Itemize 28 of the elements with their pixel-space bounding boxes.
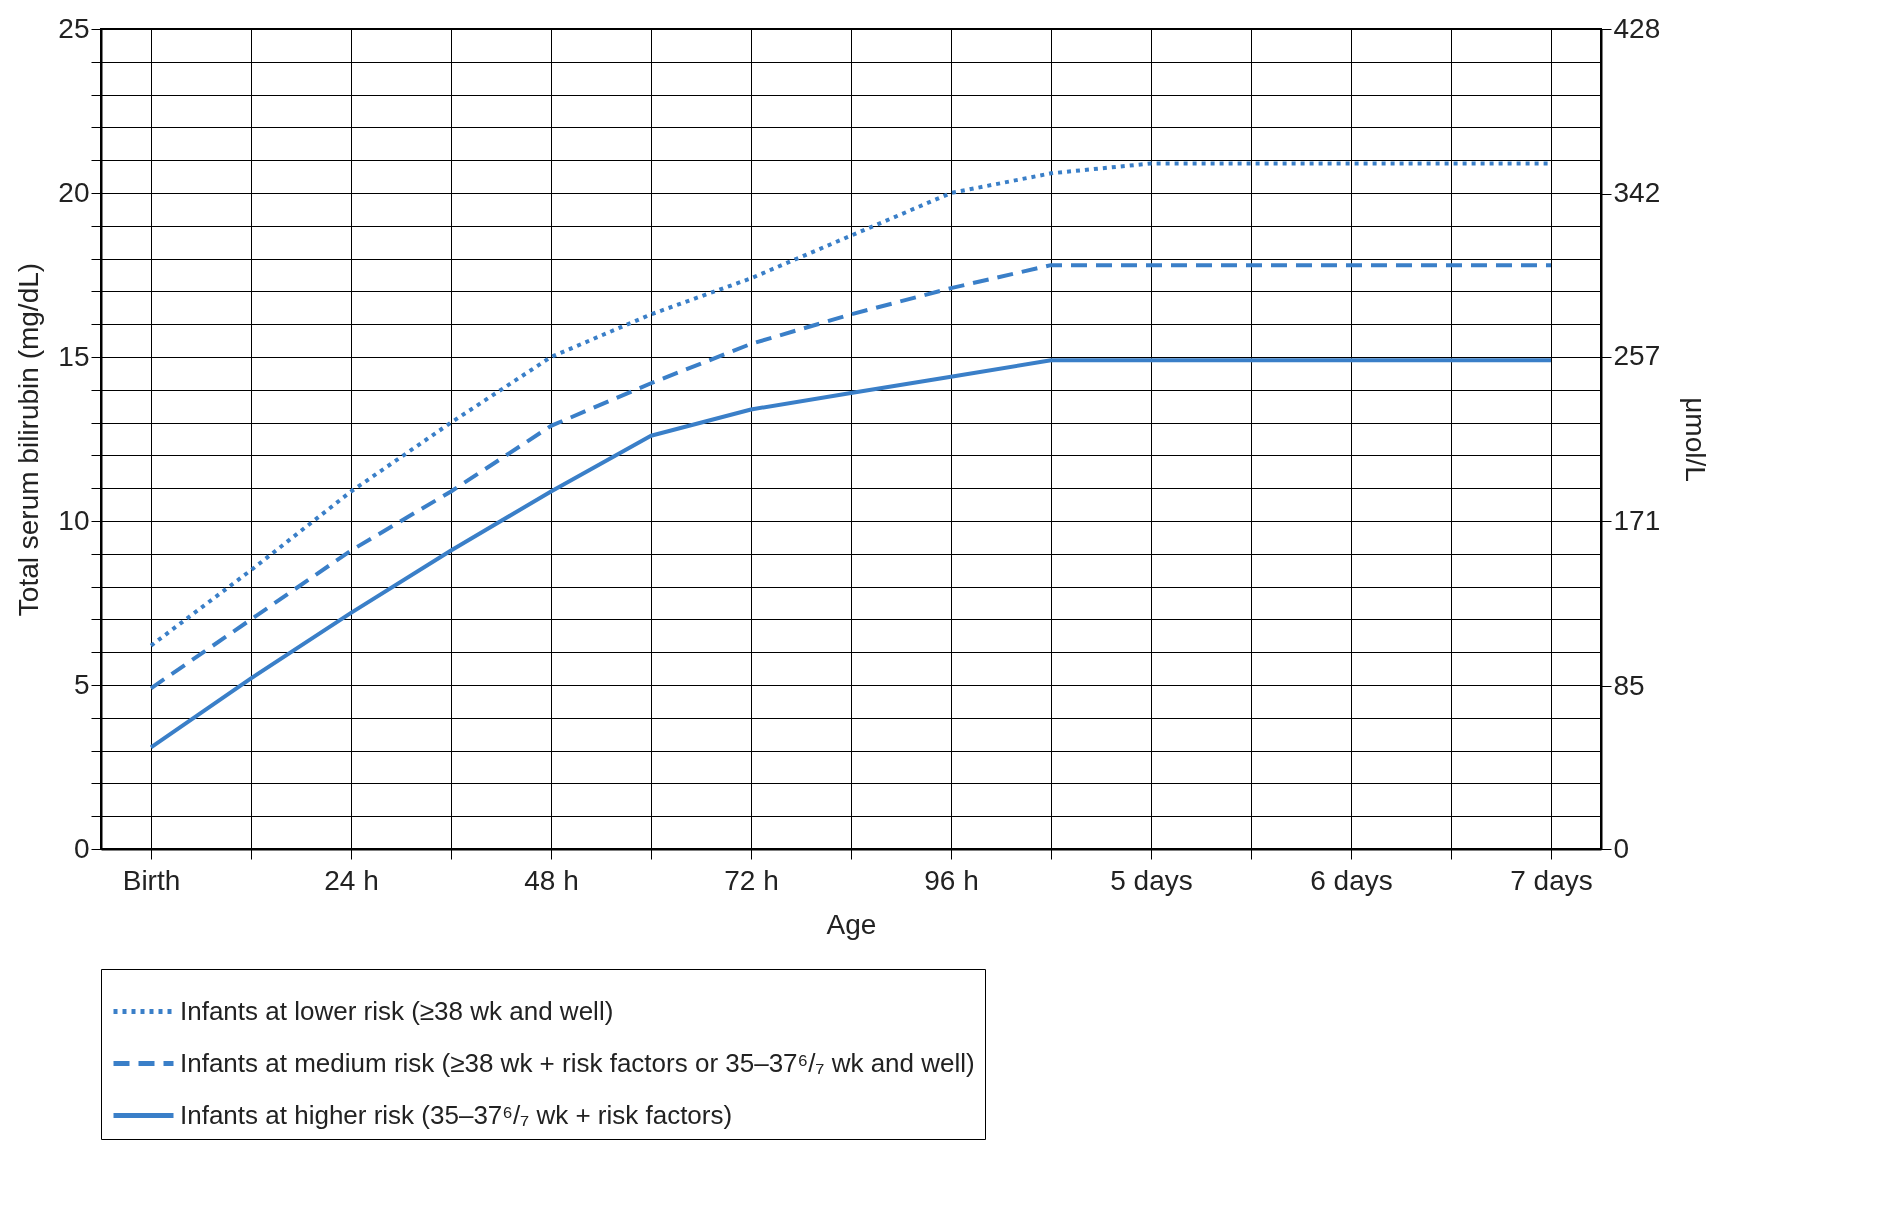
y2-tick-label: 342 — [1613, 177, 1661, 209]
y-tick-label: 10 — [58, 504, 90, 536]
legend-label: Infants at medium risk (≥38 wk + risk factors or 35–37⁶/₇ wk and well) — [180, 1047, 975, 1078]
x-tick-label: 6 days — [1310, 864, 1393, 896]
y-tick-label: 15 — [58, 340, 90, 372]
x-axis-title: Age — [826, 908, 877, 940]
y-axis-title: Total serum bilirubin (mg/dL) — [13, 262, 45, 617]
y-tick-label: 5 — [73, 668, 90, 700]
line-series — [149, 358, 1553, 750]
x-tick-label: 72 h — [724, 864, 779, 896]
x-tick-label: Birth — [122, 864, 181, 896]
legend-label: Infants at lower risk (≥38 wk and well) — [180, 995, 614, 1026]
y-tick-label: 25 — [58, 12, 90, 44]
y2-tick-label: 171 — [1613, 504, 1661, 536]
y2-tick-label: 257 — [1613, 340, 1661, 372]
x-tick-label: 96 h — [924, 864, 979, 896]
y2-tick-label: 0 — [1613, 832, 1630, 864]
x-tick-label: 5 days — [1110, 864, 1193, 896]
y2-tick-label: 428 — [1613, 12, 1661, 44]
legend-label: Infants at higher risk (35–37⁶/₇ wk + risk factors) — [180, 1099, 733, 1130]
y-tick-label: 0 — [73, 832, 90, 864]
y2-axis-title: μmol/L — [1680, 397, 1712, 482]
y-tick-label: 20 — [58, 176, 90, 208]
line-series — [149, 263, 1553, 691]
x-tick-label: 7 days — [1510, 864, 1593, 896]
x-tick-label: 24 h — [324, 864, 379, 896]
x-tick-label: 48 h — [524, 864, 579, 896]
y2-tick-label: 85 — [1613, 669, 1645, 701]
